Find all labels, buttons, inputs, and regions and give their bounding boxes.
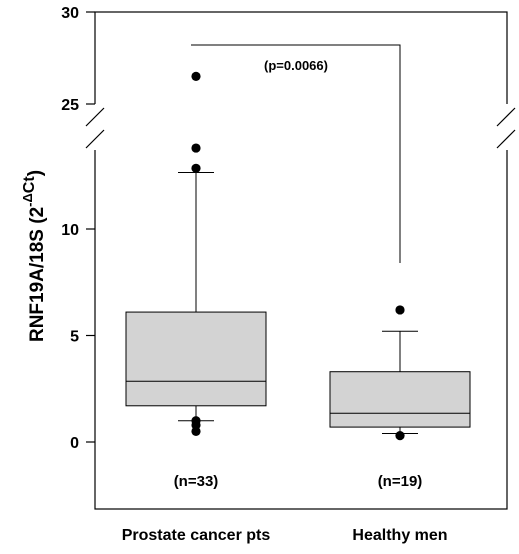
y-tick-label: 30: [61, 5, 79, 22]
y-tick-label: 5: [70, 329, 79, 346]
outlier-point: [395, 305, 405, 315]
y-label-end: ): [25, 170, 46, 176]
axis-break-right: [496, 104, 518, 150]
y-label-sup-minus: -: [22, 203, 37, 207]
n-label-healthy: (n=19): [378, 473, 423, 490]
outlier-point: [395, 431, 405, 441]
outlier-point: [191, 71, 201, 81]
boxes-layer: [125, 71, 471, 441]
y-axis-label: RNF19A/18S (2-ΔCt): [20, 170, 48, 342]
box-iqr: [125, 311, 267, 407]
significance-bracket: (p=0.0066): [191, 44, 401, 263]
y-axis-ticks: 0 5 10 25 30: [61, 5, 95, 452]
x-label-prostate: Prostate cancer pts: [122, 527, 271, 544]
plot-frame: [94, 11, 508, 510]
y-tick-label: 0: [70, 435, 79, 452]
plot-area-border: [94, 11, 508, 510]
y-tick-label: 25: [61, 97, 79, 114]
svg-text:RNF19A/18S (2-ΔCt): RNF19A/18S (2-ΔCt): [20, 170, 48, 342]
y-label-main: RNF19A/18S (2: [27, 207, 48, 342]
outlier-point: [191, 416, 201, 426]
box-iqr: [329, 371, 471, 428]
y-label-sup-ct: Ct: [21, 176, 38, 194]
outlier-point: [191, 143, 201, 153]
outlier-point: [191, 426, 201, 436]
y-label-sup-delta: Δ: [20, 193, 35, 202]
p-value-annotation: (p=0.0066): [264, 58, 328, 73]
axis-break-left: [84, 104, 106, 150]
y-tick-label: 10: [61, 222, 79, 239]
outlier-point: [191, 163, 201, 173]
n-label-prostate: (n=33): [174, 473, 219, 490]
significance-bracket-line: [191, 44, 401, 263]
x-label-healthy: Healthy men: [352, 527, 447, 544]
